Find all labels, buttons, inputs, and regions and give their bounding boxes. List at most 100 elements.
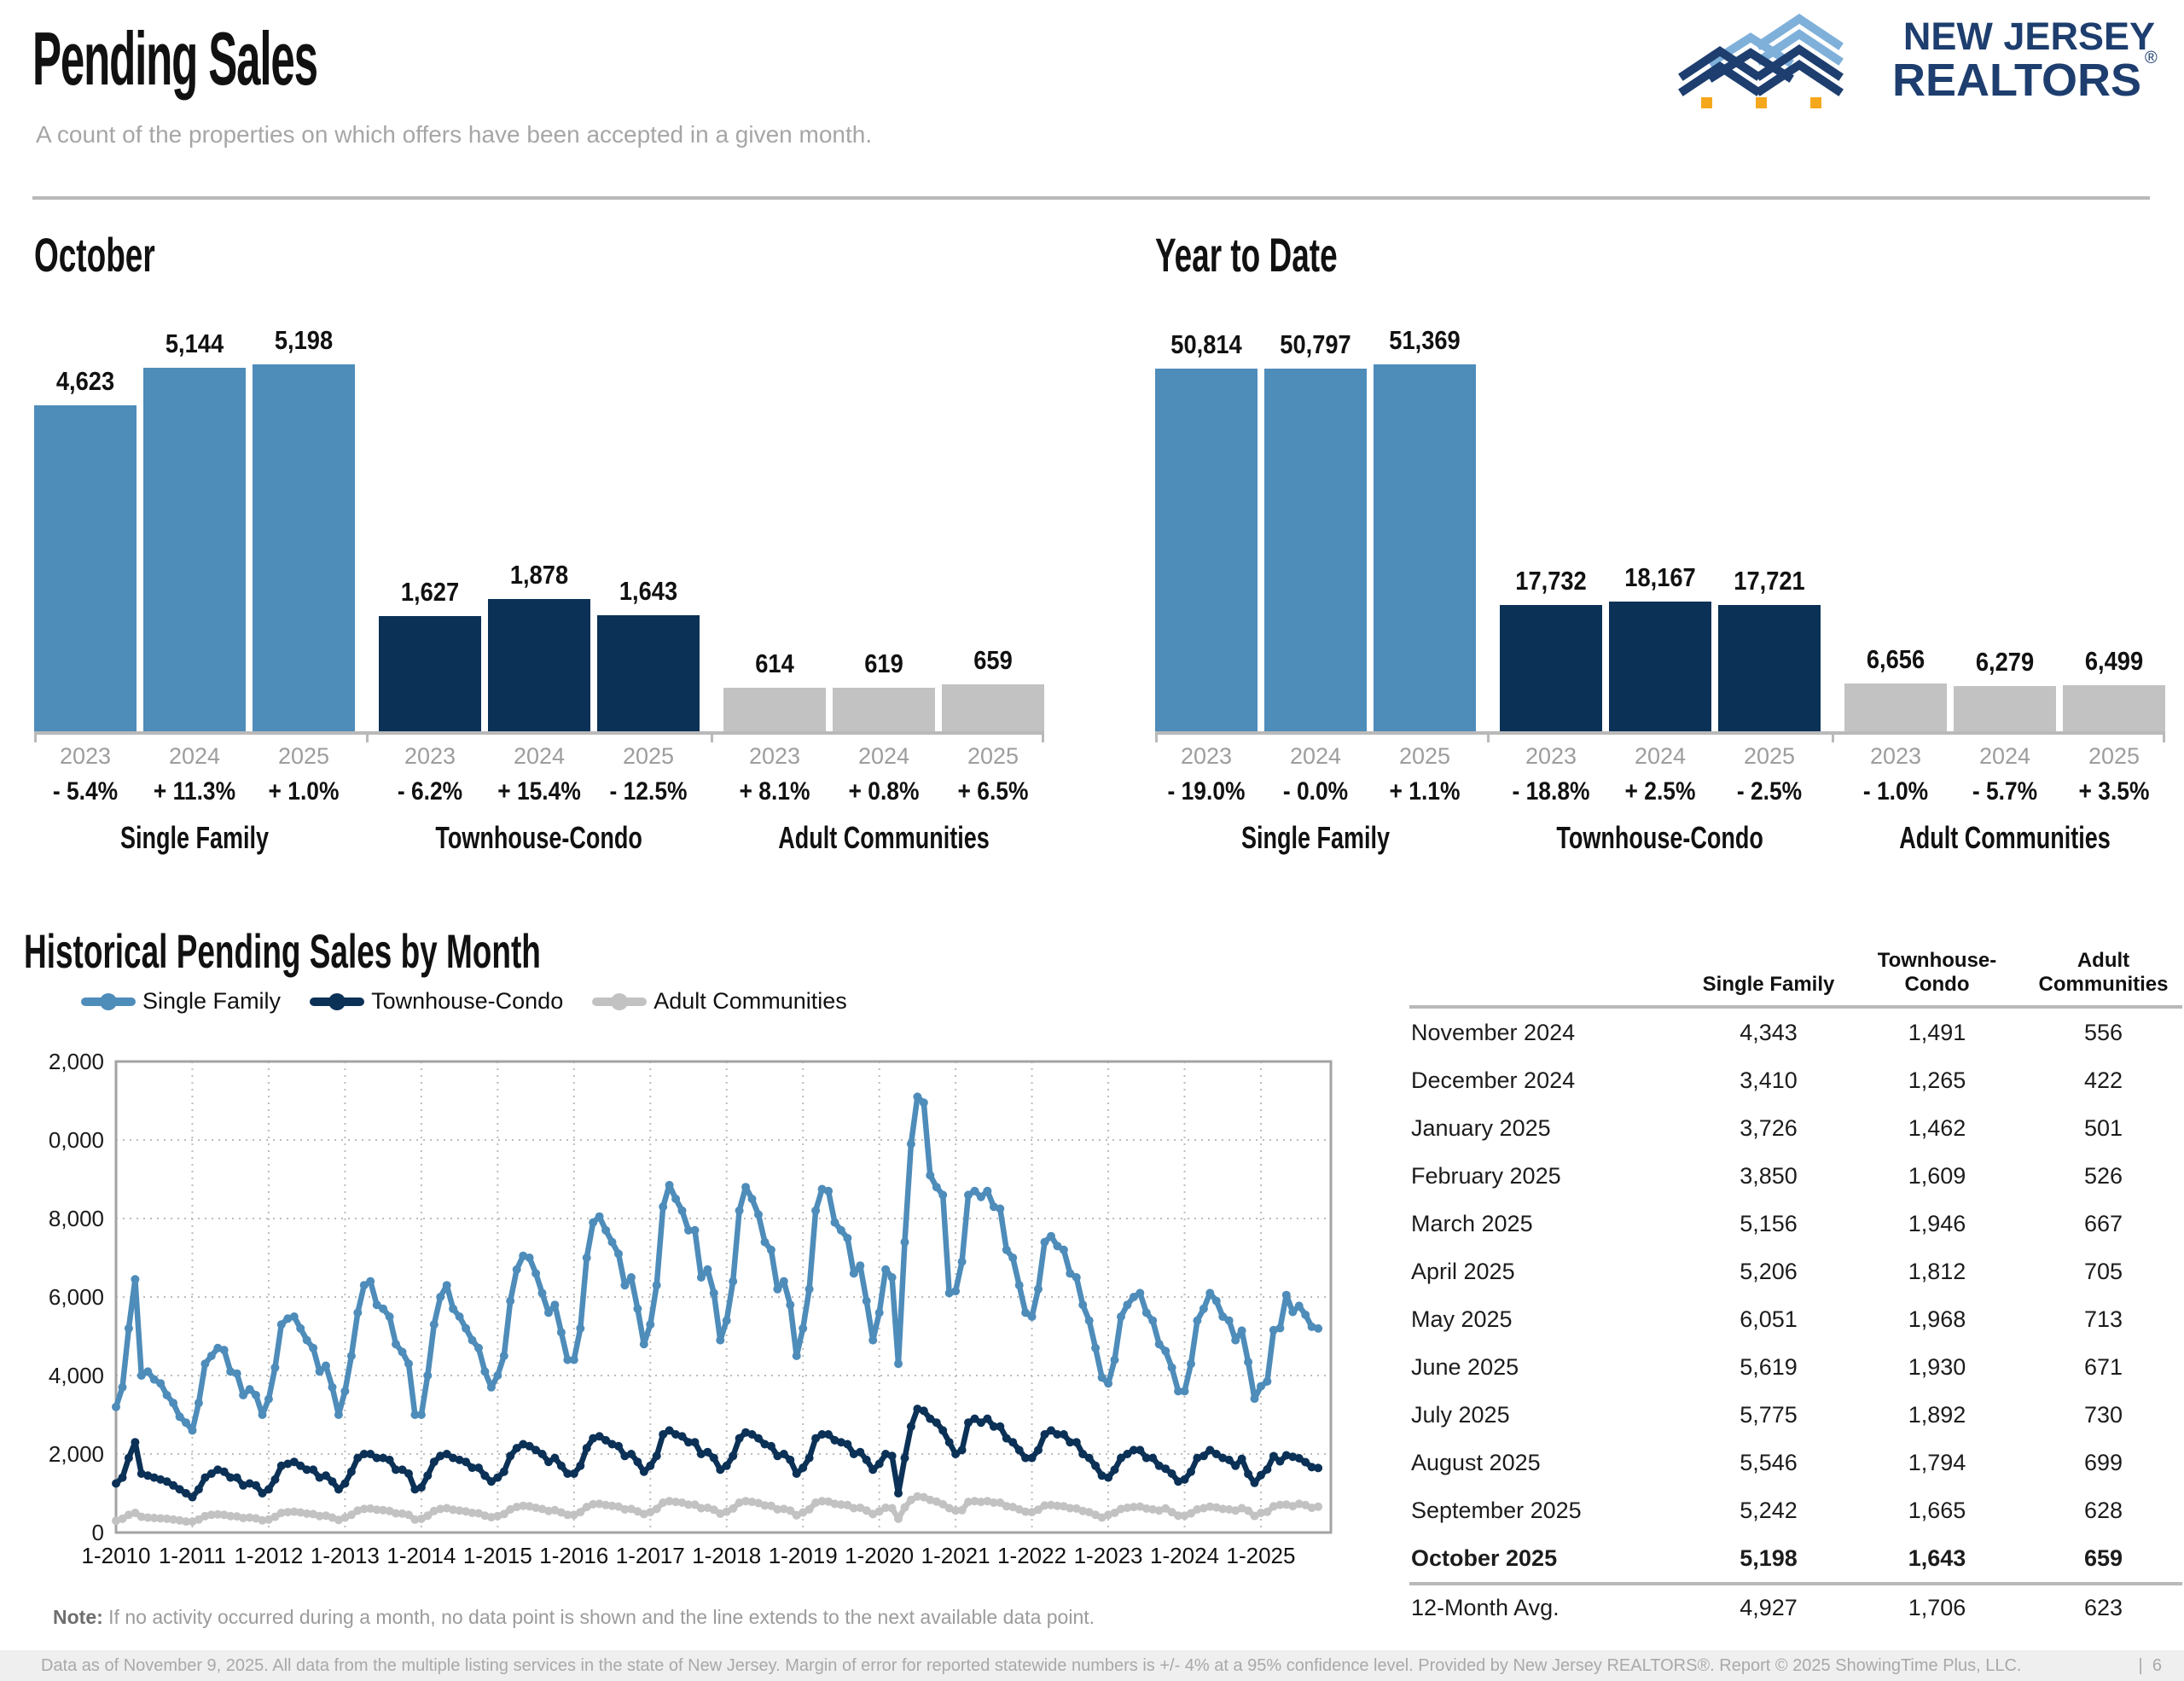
bar-column: 17,732 [1500,566,1602,731]
data-point-single_family [112,1402,120,1411]
bar [597,615,700,731]
data-point-adult_communities [112,1516,120,1526]
bar-column: 5,198 [253,325,355,731]
data-point-adult_communities [957,1505,967,1515]
data-point-adult_communities [519,1501,528,1510]
row-value-cell: 5,546 [1740,1449,1798,1475]
data-point-townhouse_condo [239,1480,248,1490]
data-point-townhouse_condo [200,1473,210,1482]
data-point-single_family [493,1371,502,1380]
row-value-cell: 3,410 [1740,1067,1798,1093]
x-axis-tick-label: 1-2020 [845,1543,914,1568]
data-point-townhouse_condo [926,1414,935,1423]
percent-change-label: + 2.5% [1624,777,1696,806]
data-point-townhouse_condo [868,1465,878,1475]
year-label: 2024 [1289,743,1342,769]
data-point-single_family [1307,1322,1316,1331]
data-point-townhouse_condo [906,1422,915,1431]
year-label: 2024 [857,743,910,769]
data-point-single_family [1218,1312,1228,1321]
data-point-adult_communities [486,1513,496,1522]
data-point-adult_communities [696,1504,706,1513]
data-point-townhouse_condo [385,1455,394,1464]
bar-group-meta: 2023 - 6.2% 2024 + 15.4% 2025 - 12.5% Townhous… [379,743,700,856]
october-bar-chart: October 4,623 5,144 5,198 1,627 1,878 1,643 61… [34,227,1058,856]
bar-meta: 2023 - 1.0% [1844,743,1947,806]
data-point-townhouse_condo [136,1469,146,1478]
data-point-single_family [1040,1237,1049,1247]
data-point-single_family [143,1367,153,1376]
table-row: January 2025 3,726 1,462 501 [1409,1104,2182,1152]
data-point-single_family [589,1218,598,1227]
data-point-single_family [486,1382,496,1392]
row-month-label: August 2025 [1411,1449,1541,1475]
data-point-townhouse_condo [646,1461,655,1470]
row-value-cell: 3,726 [1740,1114,1798,1141]
bar [34,405,136,731]
bar-group: 614 619 659 [723,645,1044,731]
row-month-label: July 2025 [1411,1401,1510,1428]
data-point-single_family [786,1300,795,1310]
bar-value-label: 50,797 [1280,329,1351,359]
data-point-single_family [569,1355,578,1364]
bar [1155,369,1258,731]
data-point-single_family [188,1426,197,1435]
data-point-single_family [964,1190,973,1200]
data-point-townhouse_condo [836,1438,845,1447]
row-value-cell: 4,343 [1740,1019,1798,1045]
data-point-townhouse_condo [1224,1455,1234,1464]
data-point-townhouse_condo [932,1418,941,1428]
percent-change-label: + 15.4% [497,777,581,806]
data-point-adult_communities [468,1509,477,1517]
data-point-adult_communities [722,1507,731,1516]
data-point-adult_communities [1193,1504,1202,1514]
data-point-single_family [760,1237,770,1247]
data-point-townhouse_condo [601,1435,611,1445]
data-point-adult_communities [874,1507,884,1516]
data-point-adult_communities [824,1497,833,1506]
bar-meta: 2024 - 0.0% [1264,743,1367,806]
data-point-adult_communities [1047,1500,1055,1509]
data-point-townhouse_condo [881,1450,891,1458]
year-label: 2024 [168,743,221,769]
data-point-adult_communities [1314,1502,1323,1511]
data-point-townhouse_condo [862,1455,871,1464]
year-label: 2023 [1180,743,1233,769]
data-point-townhouse_condo [416,1483,426,1492]
data-point-adult_communities [416,1514,426,1523]
row-month-label: October 2025 [1411,1544,1558,1571]
october-bars: 4,623 5,144 5,198 1,627 1,878 1,643 614 619 659 [34,325,1058,731]
data-point-single_family [194,1399,203,1408]
data-point-adult_communities [289,1507,299,1516]
data-point-adult_communities [480,1511,490,1521]
data-point-adult_communities [601,1500,611,1509]
data-point-adult_communities [1167,1508,1176,1517]
data-point-adult_communities [1008,1503,1018,1512]
data-point-single_family [1199,1304,1208,1313]
data-point-townhouse_condo [1040,1430,1049,1439]
data-point-townhouse_condo [944,1438,954,1447]
bar [253,364,355,731]
header-divider [32,196,2150,200]
bar-meta: 2025 - 12.5% [597,743,700,806]
data-point-adult_communities [334,1515,343,1525]
data-point-single_family [379,1304,388,1313]
data-point-single_family [499,1352,508,1360]
data-point-adult_communities [423,1511,433,1521]
y-axis-tick-label: 0 [92,1520,104,1545]
table-average-row: 12-Month Avg. 4,927 1,706 623 [1409,1582,2182,1630]
data-point-townhouse_condo [1294,1454,1304,1463]
historical-line-chart: 0 2,000 4,000 6,000 8,000 10,000 12,000 1-2010 1… [48,1049,1333,1568]
bar-meta: 2025 + 1.1% [1374,743,1476,806]
data-point-townhouse_condo [665,1426,674,1435]
data-point-single_family [252,1391,260,1399]
data-point-adult_communities [239,1514,248,1522]
data-point-single_family [894,1359,903,1369]
data-point-single_family [792,1352,801,1360]
data-point-single_family [276,1320,286,1329]
row-value-cell: 501 [2083,1114,2123,1141]
data-point-adult_communities [906,1495,915,1504]
data-point-adult_communities [1097,1513,1107,1522]
data-point-adult_communities [315,1511,324,1521]
data-point-townhouse_condo [392,1465,400,1475]
